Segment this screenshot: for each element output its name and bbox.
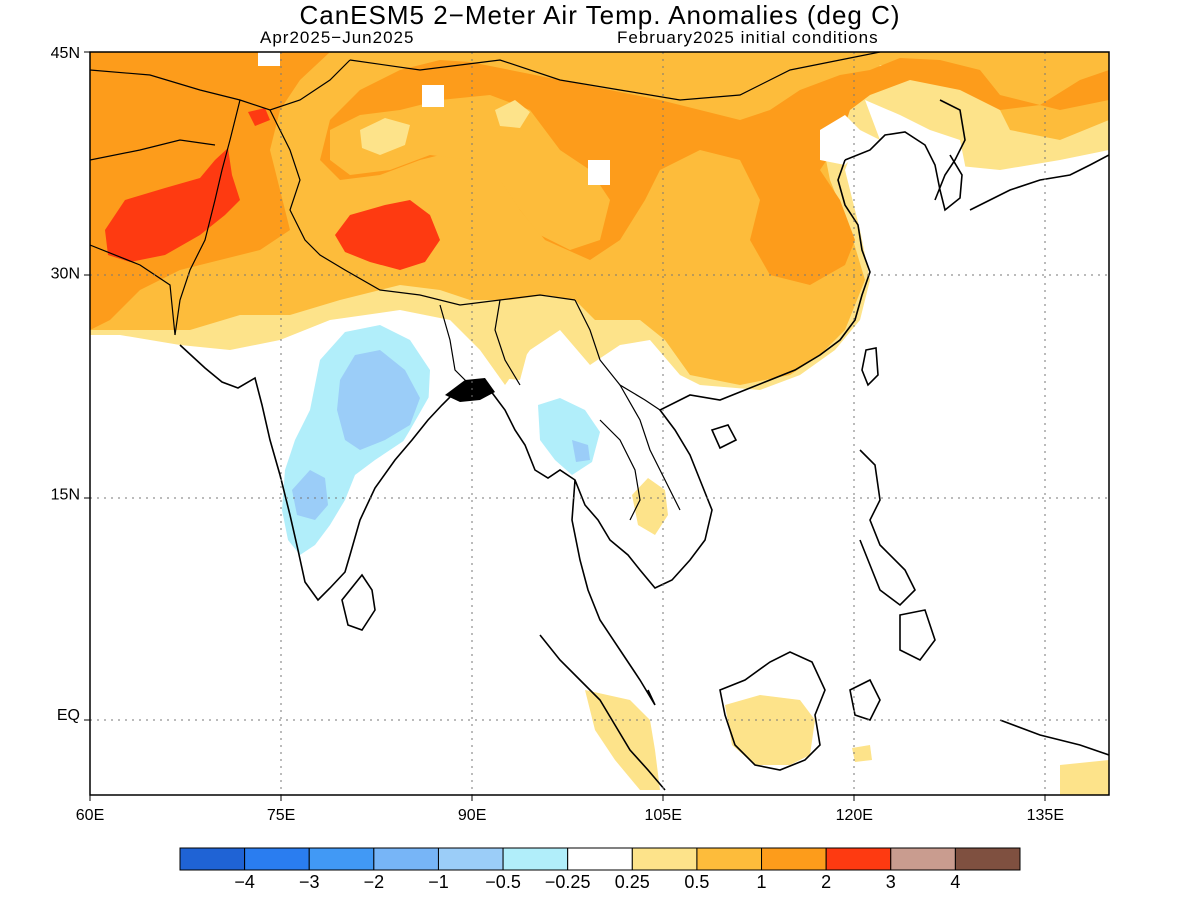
colorbar-tick-label: −0.25 [545, 872, 591, 892]
anomaly-patch-burma-north [488, 335, 528, 380]
colorbar-tick-label: 3 [886, 872, 896, 892]
colorbar-tick-label: −0.5 [485, 872, 521, 892]
lon-tick-label: 90E [458, 807, 486, 824]
anomaly-patch-cambodia [632, 478, 668, 535]
missing-cell [258, 52, 280, 66]
anomaly-patch-newguinea [1060, 760, 1109, 795]
lon-tick-label: 135E [1027, 807, 1064, 824]
missing-cell [588, 160, 610, 185]
colorbar-swatch [502, 847, 569, 871]
anomaly-patch-borneo [725, 695, 815, 765]
colorbar-tick-label: −4 [234, 872, 255, 892]
anomaly-region-blue-india-south [292, 470, 328, 520]
chart-title: CanESM5 2−Meter Air Temp. Anomalies (deg… [299, 0, 901, 30]
colorbar-tick-label: 2 [821, 872, 831, 892]
longitude-labels: 60E 75E 90E 105E 120E 135E [76, 807, 1064, 824]
anomaly-region-red-north [248, 108, 270, 126]
anomaly-region-red-afghanistan [105, 148, 240, 262]
ocean-east [680, 100, 1109, 760]
map-frame [89, 51, 1110, 796]
forecast-period: Apr2025−Jun2025 [260, 28, 415, 47]
colorbar-swatch [825, 847, 892, 871]
anomaly-patch-yellow-1 [360, 118, 410, 155]
graticule [90, 52, 1109, 795]
initial-conditions: February2025 initial conditions [617, 28, 879, 47]
colorbar-swatch [631, 847, 698, 871]
colorbar-tick-label: 0.25 [615, 872, 650, 892]
colorbar-labels: −4 −3 −2 −1 −0.5 −0.25 0.25 0.5 1 2 3 4 [234, 872, 960, 892]
lat-tick-label: 15N [51, 486, 80, 503]
axis-ticks [84, 51, 1046, 801]
lon-tick-label: 60E [76, 807, 104, 824]
missing-cell [820, 115, 860, 165]
colorbar-swatch [373, 847, 439, 871]
colorbar-swatch [954, 847, 1021, 871]
ocean-arabian-sea [90, 340, 300, 660]
colorbar-tick-label: 0.5 [684, 872, 709, 892]
anomaly-region-blue-india [337, 350, 420, 450]
anomaly-region-red-tibet [335, 200, 440, 270]
lat-tick-label: 30N [51, 266, 80, 283]
anomaly-patch-sumatra [585, 690, 660, 790]
colorbar-swatch [179, 847, 246, 871]
lon-tick-label: 75E [267, 807, 295, 824]
colorbar-tick-label: 1 [757, 872, 767, 892]
colorbar-tick-label: −2 [364, 872, 385, 892]
colorbar [179, 847, 1021, 871]
colorbar-tick-label: 4 [950, 872, 960, 892]
colorbar-swatch [308, 847, 375, 871]
lat-tick-label: 45N [51, 45, 80, 62]
colorbar-tick-label: −1 [428, 872, 449, 892]
country-borders [90, 52, 881, 521]
ocean-bay-of-bengal [340, 395, 530, 650]
colorbar-swatch [244, 847, 310, 871]
lon-tick-label: 120E [836, 807, 873, 824]
anomaly-patch-yellow-2 [495, 100, 530, 128]
anomaly-patch-sulawesi [852, 745, 872, 762]
coastlines [179, 99, 1109, 791]
colorbar-swatch [567, 847, 633, 871]
lat-tick-label: EQ [57, 707, 80, 724]
anomaly-region-blue-myanmar [572, 440, 590, 462]
colorbar-swatch [696, 847, 763, 871]
missing-cell [422, 85, 444, 107]
lon-tick-label: 105E [645, 807, 682, 824]
colorbar-swatch [437, 847, 504, 871]
colorbar-swatch [761, 847, 827, 871]
colorbar-tick-label: −3 [299, 872, 320, 892]
colorbar-swatch [890, 847, 956, 871]
latitude-labels: 45N 30N 15N EQ [51, 45, 80, 724]
bangladesh-delta [445, 378, 495, 402]
